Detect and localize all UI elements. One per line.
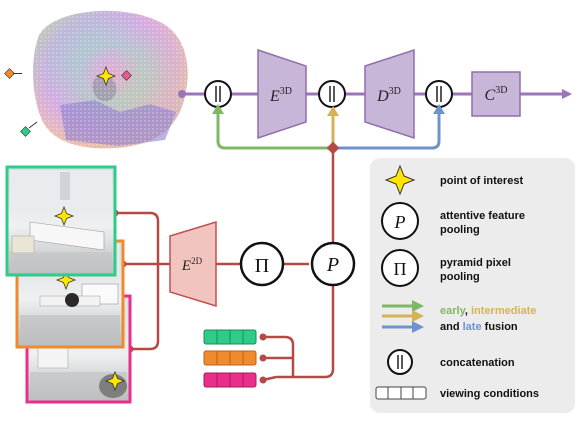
- legend-afp-line1: attentive feature: [440, 210, 525, 222]
- top-pipeline-lines: [178, 89, 572, 99]
- poi-star-green: [53, 205, 75, 227]
- encoder-3d-symbol: E: [269, 88, 280, 105]
- legend-fusion-line1: early, intermediate: [440, 305, 536, 317]
- encoder-2d-superscript: 2D: [191, 256, 203, 266]
- concat-node-late: [425, 80, 453, 108]
- concat-node-intermediate: [318, 80, 346, 108]
- legend-fusion-arrows: [382, 300, 424, 333]
- classifier-3d-symbol: C: [485, 87, 496, 104]
- decoder-3d-symbol: D: [376, 88, 389, 105]
- poi-star-pointcloud: [95, 65, 117, 87]
- legend-late: late: [463, 321, 482, 333]
- svg-text:C3D: C3D: [485, 85, 508, 104]
- encoder-2d-symbol: E: [181, 258, 191, 274]
- concat-node-early: [204, 80, 232, 108]
- decoder-3d-block: D3D: [364, 48, 415, 140]
- svg-text:E3D: E3D: [269, 86, 292, 105]
- encoder-3d-superscript: 3D: [280, 86, 292, 97]
- legend-ppp-line1: pyramid pixel: [440, 257, 511, 269]
- svg-text:D3D: D3D: [376, 86, 401, 105]
- camera-marker-green: [20, 121, 38, 137]
- viewing-condition-links: [262, 335, 277, 382]
- view-image-green: [5, 165, 117, 277]
- decoder-3d-superscript: 3D: [389, 86, 401, 97]
- red-connections: [115, 148, 335, 379]
- legend-ppp-line2: pooling: [440, 271, 480, 283]
- legend-concat-label: concatenation: [440, 357, 515, 369]
- pyramid-pooling-node: Π: [239, 241, 285, 287]
- attentive-pooling-node: P: [310, 241, 356, 287]
- legend-viewing-label: viewing conditions: [440, 388, 539, 400]
- viewing-condition-pink: [203, 372, 257, 388]
- svg-text:E2D: E2D: [181, 256, 203, 274]
- viewing-condition-green: [203, 329, 257, 345]
- classifier-3d-block: C3D: [471, 71, 521, 117]
- encoder-2d-block: E2D: [169, 220, 217, 308]
- classifier-3d-superscript: 3D: [495, 85, 507, 96]
- legend-viewing-icon: [375, 386, 427, 400]
- legend-intermediate: intermediate: [471, 305, 536, 317]
- camera-marker-pink: [121, 70, 132, 81]
- point-cloud: [33, 10, 188, 149]
- legend-early: early: [440, 305, 467, 317]
- legend-afp-line2: pooling: [440, 224, 480, 236]
- legend: point of interest P attentive feature po…: [370, 158, 575, 413]
- legend-poi-label: point of interest: [440, 175, 523, 187]
- svg-text:Π: Π: [394, 259, 407, 279]
- legend-concat-icon: [387, 349, 413, 375]
- svg-text:P: P: [394, 212, 406, 232]
- camera-marker-orange: [4, 68, 22, 79]
- legend-fusion-line2: and late fusion: [440, 321, 518, 333]
- legend-poi-star: [384, 164, 416, 196]
- legend-afp-icon: P: [381, 202, 419, 240]
- pyramid-pooling-symbol: Π: [255, 255, 269, 277]
- encoder-3d-block: E3D: [257, 48, 307, 140]
- poi-star-orange: [55, 269, 77, 291]
- poi-star-pink: [104, 370, 126, 392]
- viewing-condition-orange: [203, 350, 257, 366]
- attentive-pooling-symbol: P: [326, 254, 339, 276]
- legend-ppp-icon: Π: [381, 249, 419, 287]
